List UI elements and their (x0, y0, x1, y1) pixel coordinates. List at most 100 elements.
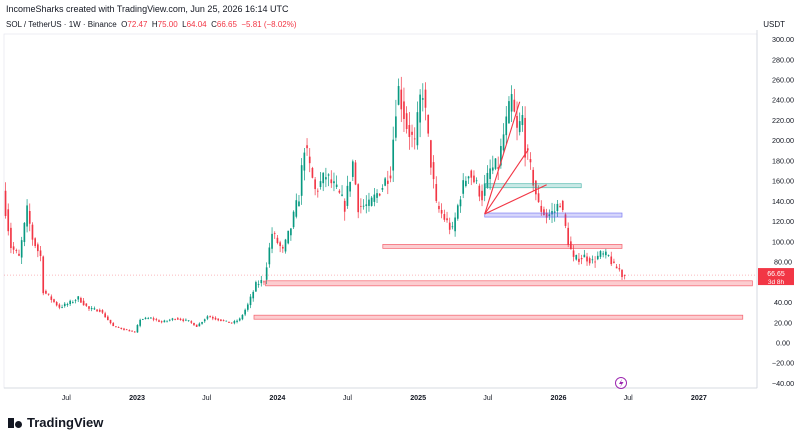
candle-body (158, 320, 160, 322)
candle-body (150, 317, 152, 319)
zone-teal (484, 183, 582, 189)
candle-body (7, 209, 10, 232)
candle-body (74, 300, 77, 302)
y-tick-label: 260.00 (772, 76, 794, 85)
candle-body (481, 190, 483, 201)
candle-body (133, 331, 136, 333)
tradingview-logo-text: TradingView (27, 415, 104, 430)
candle-body (395, 116, 397, 138)
candle-body (360, 205, 362, 207)
candle-body (561, 200, 564, 211)
candle-body (37, 244, 39, 252)
candle-body (424, 89, 427, 108)
candle-body (47, 293, 50, 295)
candle-body (341, 194, 343, 196)
candle-body (462, 180, 465, 194)
last-price-tag (758, 268, 794, 286)
symbol-name: SOL / TetherUS · 1W · Binance (6, 20, 117, 29)
last-price-value: 66.65 (767, 271, 785, 278)
candle-body (537, 193, 540, 203)
candle-body (4, 190, 7, 216)
candle-body (440, 209, 443, 214)
y-tick-label: 280.00 (772, 55, 794, 64)
candle-body (465, 180, 467, 187)
candle-body (570, 241, 572, 250)
candle-body (365, 204, 368, 206)
candle-body (314, 179, 316, 190)
candle-body (198, 323, 201, 327)
candle-body (319, 181, 322, 187)
candle-body (438, 205, 440, 210)
tradingview-logo-icon (8, 417, 22, 428)
candle-body (427, 114, 430, 134)
candle-body (416, 112, 419, 146)
y-tick-label: 300.00 (772, 35, 794, 44)
candle-body (104, 313, 106, 318)
candle-body (120, 327, 123, 329)
candle-body (55, 302, 58, 306)
candle-body (362, 205, 365, 207)
candle-body (405, 113, 408, 129)
candle-body (378, 193, 381, 196)
candle-body (18, 253, 20, 256)
candle-body (187, 320, 190, 322)
candle-body (578, 258, 580, 262)
symbol-legend[interactable]: SOL / TetherUS · 1W · Binance O72.47 H75… (6, 20, 297, 29)
x-tick-label: Jul (343, 393, 353, 402)
candle-body (139, 319, 141, 326)
candle-body (303, 152, 306, 171)
candle-body (72, 302, 74, 303)
candle-body (66, 303, 69, 306)
y-tick-label: 140.00 (772, 197, 794, 206)
candle-body (594, 261, 596, 263)
y-tick-label: 160.00 (772, 177, 794, 186)
candle-body (580, 258, 583, 260)
last-price-countdown: 3d 8h (768, 279, 785, 286)
candle-body (152, 318, 155, 320)
candle-body (279, 242, 281, 247)
candle-body (166, 320, 168, 322)
candle-body (82, 300, 85, 306)
candle-body (90, 308, 93, 310)
candle-body (586, 256, 588, 262)
candle-body (516, 115, 518, 128)
candle-body (497, 167, 500, 169)
candles (4, 76, 626, 333)
zone-blue (484, 212, 623, 218)
candle-body (526, 148, 529, 151)
candle-body (403, 101, 405, 119)
candle-body (308, 156, 311, 164)
candle-body (233, 321, 236, 324)
candle-body (28, 211, 31, 224)
candle-body (470, 170, 473, 178)
lightning-icon[interactable] (615, 377, 627, 389)
candle-body (244, 309, 246, 315)
candle-body (386, 180, 389, 184)
candle-body (131, 330, 133, 332)
candle-body (373, 194, 376, 202)
candle-body (456, 205, 459, 219)
x-tick-label: Jul (624, 393, 634, 402)
candle-body (160, 321, 163, 323)
y-tick-label: 40.00 (774, 298, 792, 307)
candle-body (246, 304, 249, 310)
candle-body (564, 214, 567, 226)
candle-body (421, 98, 424, 100)
currency-label[interactable]: USDT (763, 20, 785, 29)
candle-body (163, 320, 166, 323)
candle-body (147, 318, 150, 319)
y-tick-label: 200.00 (772, 136, 794, 145)
candle-body (85, 303, 88, 306)
candle-body (174, 319, 176, 320)
candle-body (454, 217, 456, 232)
plot-area[interactable] (3, 33, 758, 389)
candle-body (39, 250, 42, 257)
candle-body (182, 319, 185, 321)
candle-body (411, 131, 413, 135)
candle-body (45, 290, 47, 294)
candle-body (491, 167, 494, 171)
candle-body (195, 324, 198, 327)
candle-body (599, 251, 602, 257)
fan-line (484, 150, 529, 215)
